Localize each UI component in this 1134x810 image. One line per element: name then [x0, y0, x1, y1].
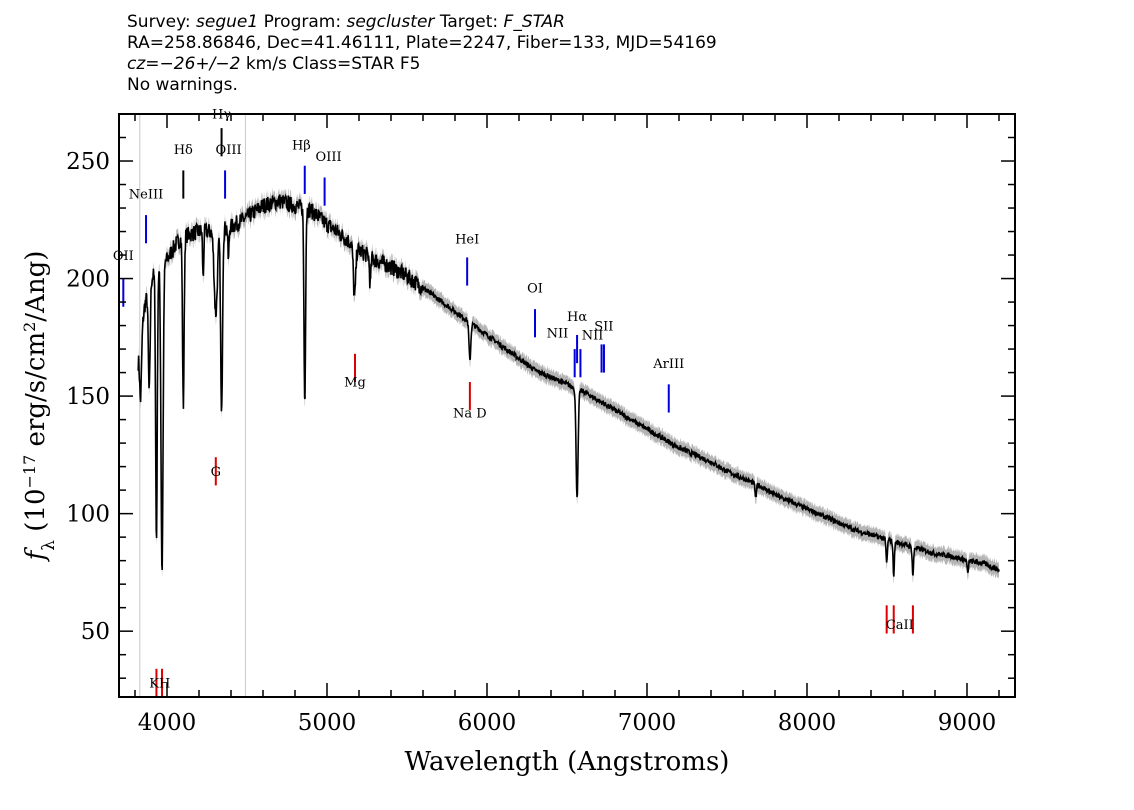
survey-value: segue1	[196, 12, 259, 32]
line-label-17: Na D	[453, 406, 487, 421]
y-axis-exp1: −17	[20, 455, 39, 489]
line-label-16: Mg	[344, 376, 366, 391]
tick-labels: 4000 5000 6000 7000 8000 9000 50 100 150 200 250	[66, 149, 996, 736]
y-tick-label-4: 250	[66, 149, 110, 175]
x-tick-label-4: 8000	[778, 710, 837, 736]
x-axis-title: Wavelength (Angstroms)	[405, 747, 730, 777]
header-redshift-line: cz=−26+/−2 km/s Class=STAR F5	[127, 54, 1027, 75]
x-tick-label-5: 9000	[938, 710, 997, 736]
line-label-1: NeIII	[129, 188, 163, 203]
target-value: F_STAR	[503, 12, 565, 32]
line-label-3: Hγ	[212, 108, 231, 123]
line-label-18: CaII	[886, 618, 914, 633]
target-label: Target:	[439, 12, 499, 32]
y-axis-subscript: λ	[39, 540, 59, 551]
line-label-11: NII	[582, 329, 604, 344]
y-axis-exp2: 2	[20, 322, 39, 332]
x-tick-label-1: 5000	[298, 710, 357, 736]
line-label-14: KH	[149, 677, 170, 692]
cz-prefix: cz=	[127, 54, 160, 74]
y-tick-label-1: 100	[66, 502, 110, 528]
line-markers	[122, 128, 914, 697]
header-survey-line: Survey: segue1 Program: segcluster Targe…	[127, 12, 1027, 33]
survey-label: Survey:	[127, 12, 191, 32]
line-label-10: Hα	[567, 310, 587, 325]
program-value: segcluster	[346, 12, 435, 32]
y-tick-label-2: 150	[66, 384, 110, 410]
line-label-4: OIII	[216, 143, 242, 158]
line-label-9: NII	[547, 326, 569, 341]
y-axis-post: /Ang)	[21, 251, 51, 322]
line-label-7: HeI	[455, 232, 479, 247]
line-label-0: OII	[113, 249, 134, 264]
y-axis-mid: erg/s/cm	[21, 332, 51, 455]
x-tick-label-0: 4000	[138, 710, 197, 736]
y-tick-label-3: 200	[66, 267, 110, 293]
class-text: km/s Class=STAR F5	[240, 54, 421, 74]
cz-value: −26+/−2	[159, 54, 241, 74]
line-label-2: Hδ	[174, 143, 193, 158]
line-label-6: OIII	[316, 150, 342, 165]
plot-frame	[118, 113, 1016, 698]
header-coordinates-line: RA=258.86846, Dec=41.46111, Plate=2247, …	[127, 33, 717, 53]
line-label-8: OI	[527, 282, 543, 297]
axis-ticks	[119, 114, 1015, 697]
line-label-13: ArIII	[652, 357, 684, 372]
spectrum-trace	[137, 193, 1000, 577]
x-tick-label-3: 7000	[618, 710, 677, 736]
program-label: Program:	[263, 12, 342, 32]
line-label-15: G	[211, 465, 221, 480]
line-label-5: Hβ	[292, 138, 311, 153]
y-tick-label-0: 50	[81, 619, 110, 645]
line-label-12: SII	[594, 319, 613, 334]
spectrum-header: Survey: segue1 Program: segcluster Targe…	[127, 12, 1027, 96]
y-axis-pre: (10	[21, 488, 51, 540]
x-tick-label-2: 6000	[458, 710, 517, 736]
header-warnings-line: No warnings.	[127, 75, 238, 95]
spectrum-line	[137, 193, 1000, 577]
y-axis-title: fλ (10−17 erg/s/cm2/Ang)	[20, 251, 60, 563]
